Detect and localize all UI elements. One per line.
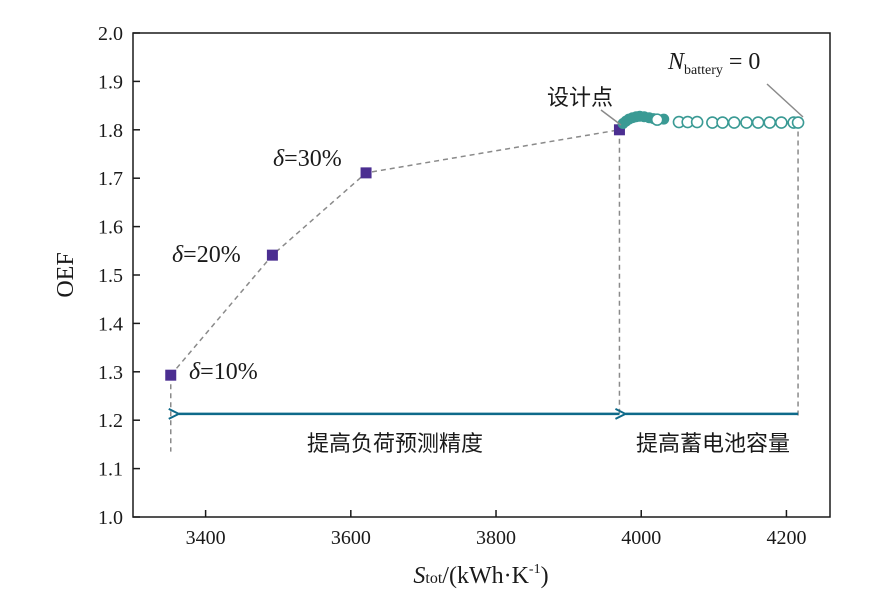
arrow-left-label: 提高负荷预测精度: [307, 432, 483, 457]
y-tick-label: 1.4: [98, 313, 123, 335]
x-tick-label: 4200: [766, 527, 806, 549]
y-tick-label: 1.0: [98, 507, 123, 529]
series-filled-circles: [617, 110, 670, 130]
x-axis-label-close: ): [541, 563, 549, 589]
delta-30-label: δ=30%: [273, 146, 342, 172]
data-point-open-circle: [740, 116, 753, 129]
series-square-markers: [165, 124, 625, 381]
x-axis-label-unit: /(kWh·K: [442, 563, 529, 589]
delta-30-sym: δ: [273, 146, 285, 172]
design-point-callout-line: [600, 109, 622, 126]
nbattery-callout-line: [766, 83, 804, 118]
data-point-open-circle: [716, 116, 729, 129]
trend-dashed-line: [170, 129, 620, 376]
data-point-square: [360, 167, 372, 179]
y-tick-label: 1.5: [98, 265, 123, 287]
x-axis-label: Stot/(kWh·K-1): [413, 562, 548, 589]
nbattery-label: Nbattery = 0: [667, 49, 760, 78]
y-tick-label: 1.8: [98, 120, 123, 142]
data-point-square: [165, 369, 177, 381]
delta-10-label: δ=10%: [189, 359, 258, 385]
arrow-right-label: 提高蓄电池容量: [636, 432, 790, 457]
data-point-open-circle: [650, 113, 664, 126]
x-axis-label-s: S: [413, 563, 425, 589]
data-point-open-circle: [727, 116, 741, 129]
data-point-open-circle: [763, 116, 777, 129]
y-tick-label: 1.2: [98, 410, 123, 432]
y-axis-label: OEF: [53, 252, 79, 297]
delta-20-label: δ=20%: [172, 242, 241, 268]
y-tick-label: 1.9: [98, 71, 123, 93]
x-tick-label: 3400: [186, 527, 226, 549]
nbattery-sub: battery: [684, 63, 723, 78]
delta-10-text: =10%: [200, 359, 258, 385]
data-point-open-circle: [706, 116, 719, 129]
x-tick-label: 3600: [331, 527, 371, 549]
x-tick-label: 4000: [621, 527, 661, 549]
delta-20-sym: δ: [172, 242, 184, 268]
x-tick-label: 3800: [476, 527, 516, 549]
data-point-square: [266, 249, 278, 261]
nbattery-n: N: [667, 49, 686, 75]
x-axis-label-sub: tot: [425, 570, 442, 587]
y-tick-label: 1.7: [98, 168, 123, 190]
delta-10-sym: δ: [189, 359, 201, 385]
y-tick-label: 1.1: [98, 459, 123, 481]
y-tick-label: 2.0: [98, 23, 123, 45]
y-axis: 1.0 1.1 1.2 1.3 1.4 1.5 1.6 1.7 1.8 1.9 2.0: [98, 23, 140, 529]
design-point-label: 设计点: [547, 86, 613, 111]
y-tick-label: 1.6: [98, 217, 123, 239]
nbattery-rest: = 0: [723, 49, 761, 75]
data-point-open-circle: [791, 116, 805, 129]
x-axis-label-sup: -1: [529, 562, 541, 577]
delta-20-text: =20%: [183, 242, 241, 268]
delta-30-text: =30%: [284, 146, 342, 172]
data-point-open-circle: [751, 116, 765, 129]
data-point-square: [613, 124, 625, 136]
y-tick-label: 1.3: [98, 362, 123, 384]
data-point-open-circle: [775, 116, 788, 129]
x-axis: 3400 3600 3800 4000 4200: [186, 510, 806, 549]
data-point-open-circle: [690, 115, 704, 129]
series-open-circles: [650, 113, 805, 129]
